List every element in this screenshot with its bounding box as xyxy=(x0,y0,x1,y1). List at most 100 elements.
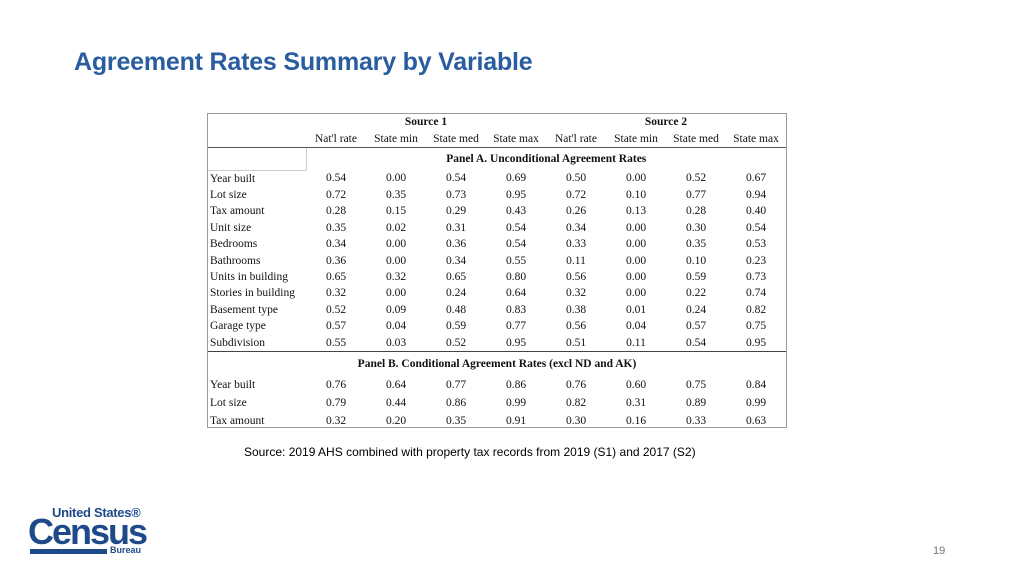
table-cell: 0.10 xyxy=(685,254,707,267)
table-row: Bedrooms 0.34 0.00 0.36 0.54 0.33 0.00 0.35 0.53 xyxy=(208,236,786,252)
column-header: State max xyxy=(726,130,786,148)
table-cell: 0.15 xyxy=(385,205,407,218)
logo-line-3: Bureau xyxy=(110,545,142,555)
column-header: State med xyxy=(666,130,726,148)
column-header: Nat'l rate xyxy=(546,130,606,148)
table-cell: 0.36 xyxy=(445,238,467,251)
table-row: Unit size 0.35 0.02 0.31 0.54 0.34 0.00 0.30 0.5… xyxy=(208,220,786,236)
table-cell: 0.31 xyxy=(625,396,647,409)
table-cell: 0.00 xyxy=(625,287,647,300)
column-header: State min xyxy=(606,130,666,148)
table-cell: 0.56 xyxy=(565,271,587,284)
row-label: Tax amount xyxy=(210,205,265,218)
table-cell: 0.54 xyxy=(325,172,347,185)
table-cell: 0.95 xyxy=(505,189,527,202)
table-cell: 0.00 xyxy=(385,238,407,251)
table-cell: 0.52 xyxy=(325,303,347,316)
table-cell: 0.73 xyxy=(445,189,467,202)
panel-b-header-row: Panel B. Conditional Agreement Rates (ex… xyxy=(208,350,786,376)
table-cell: 0.48 xyxy=(445,303,467,316)
table-cell: 0.95 xyxy=(745,336,767,349)
table-cell: 0.31 xyxy=(445,221,467,234)
table-cell: 0.64 xyxy=(505,287,527,300)
row-label: Bedrooms xyxy=(210,238,258,251)
table-cell: 0.54 xyxy=(685,336,707,349)
slide-title: Agreement Rates Summary by Variable xyxy=(74,48,533,76)
table-cell: 0.43 xyxy=(505,205,527,218)
table-cell: 0.94 xyxy=(745,189,767,202)
table-row: Basement type 0.52 0.09 0.48 0.83 0.38 0.01 0.2… xyxy=(208,302,786,318)
table-row: Garage type 0.57 0.04 0.59 0.77 0.56 0.04 0.57 0… xyxy=(208,318,786,334)
table-cell: 0.51 xyxy=(565,336,587,349)
table-cell: 0.89 xyxy=(685,396,707,409)
table-cell: 0.40 xyxy=(745,205,767,218)
table-cell: 0.00 xyxy=(625,221,647,234)
table-cell: 0.64 xyxy=(385,378,407,391)
source-2-header: Source 2 xyxy=(644,116,688,128)
source-group-header-row: Source 1 Source 2 xyxy=(208,114,786,130)
table-row: Tax amount 0.28 0.15 0.29 0.43 0.26 0.13 0.28 0.… xyxy=(208,203,786,219)
table-cell: 0.77 xyxy=(445,378,467,391)
table-cell: 0.00 xyxy=(625,271,647,284)
table-cell: 0.75 xyxy=(685,378,707,391)
table-cell: 0.77 xyxy=(685,189,707,202)
table-cell: 0.32 xyxy=(385,271,407,284)
table-cell: 0.04 xyxy=(385,320,407,333)
table-cell: 0.79 xyxy=(325,396,347,409)
table-cell: 0.50 xyxy=(565,172,587,185)
data-table: Source 1 Source 2 Nat'l rate State min S… xyxy=(208,114,786,430)
table-cell: 0.02 xyxy=(385,221,407,234)
table-row: Year built 0.54 0.00 0.54 0.69 0.50 0.00 0.52 0.… xyxy=(208,170,786,187)
row-label: Garage type xyxy=(210,320,266,333)
table-cell: 0.53 xyxy=(745,238,767,251)
panel-b-title: Panel B. Conditional Agreement Rates (ex… xyxy=(208,350,786,376)
table-cell: 0.00 xyxy=(385,172,407,185)
column-header: State med xyxy=(426,130,486,148)
table-cell: 0.72 xyxy=(565,189,587,202)
table-cell: 0.67 xyxy=(745,172,767,185)
column-header: State min xyxy=(366,130,426,148)
table-cell: 0.32 xyxy=(325,414,347,427)
table-cell: 0.74 xyxy=(745,287,767,300)
table-row: Lot size 0.79 0.44 0.86 0.99 0.82 0.31 0.89 0.99 xyxy=(208,394,786,412)
empty-cell xyxy=(208,147,307,171)
table-cell: 0.99 xyxy=(745,396,767,409)
table-cell: 0.00 xyxy=(385,287,407,300)
table-cell: 0.86 xyxy=(445,396,467,409)
table-cell: 0.59 xyxy=(685,271,707,284)
table-cell: 0.76 xyxy=(325,378,347,391)
table-cell: 0.34 xyxy=(325,238,347,251)
row-label: Units in building xyxy=(210,271,288,284)
table-cell: 0.36 xyxy=(325,254,347,267)
table-cell: 0.52 xyxy=(445,336,467,349)
table-cell: 0.35 xyxy=(445,414,467,427)
table-cell: 0.75 xyxy=(745,320,767,333)
table-cell: 0.03 xyxy=(385,336,407,349)
table-cell: 0.83 xyxy=(505,303,527,316)
row-label: Bathrooms xyxy=(210,254,261,267)
table-cell: 0.99 xyxy=(505,396,527,409)
table-cell: 0.55 xyxy=(505,254,527,267)
table-cell: 0.00 xyxy=(385,254,407,267)
table-cell: 0.65 xyxy=(325,271,347,284)
table-cell: 0.54 xyxy=(445,172,467,185)
census-bureau-logo: United States® Census Bureau xyxy=(28,505,153,557)
table-cell: 0.00 xyxy=(625,172,647,185)
row-label: Unit size xyxy=(210,221,252,234)
table-cell: 0.01 xyxy=(625,303,647,316)
table-cell: 0.55 xyxy=(325,336,347,349)
table-cell: 0.60 xyxy=(625,378,647,391)
row-label: Year built xyxy=(210,172,256,185)
table-cell: 0.30 xyxy=(565,414,587,427)
row-label: Year built xyxy=(210,378,256,391)
table-cell: 0.11 xyxy=(626,336,646,349)
page-number: 19 xyxy=(933,545,946,557)
table-cell: 0.65 xyxy=(445,271,467,284)
row-label: Lot size xyxy=(210,396,247,409)
table-cell: 0.09 xyxy=(385,303,407,316)
table-cell: 0.52 xyxy=(685,172,707,185)
table-cell: 0.35 xyxy=(385,189,407,202)
table-cell: 0.86 xyxy=(505,378,527,391)
table-cell: 0.29 xyxy=(445,205,467,218)
table-cell: 0.04 xyxy=(625,320,647,333)
